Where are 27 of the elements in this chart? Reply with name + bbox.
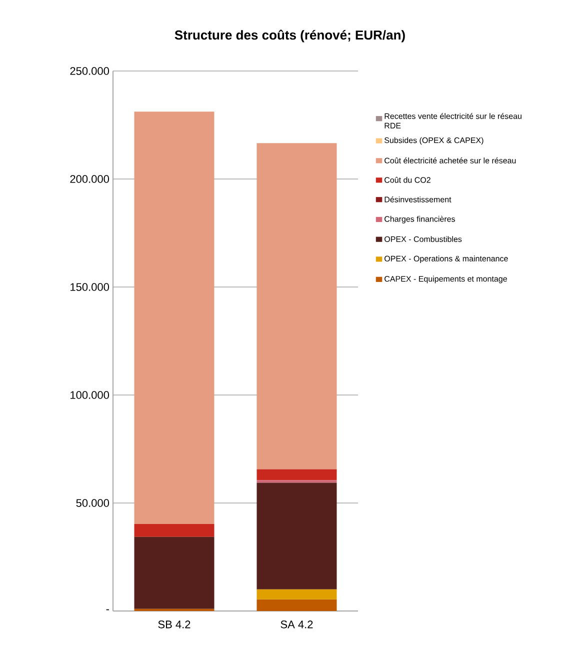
legend-label: Coût électricité achetée sur le réseau xyxy=(384,157,516,164)
y-tick-label: 150.000 xyxy=(70,283,110,291)
legend-label: Subsides (OPEX & CAPEX) xyxy=(384,137,484,145)
bar xyxy=(256,480,337,483)
bar xyxy=(134,112,214,524)
bar xyxy=(256,482,337,590)
y-tick-label: 50.000 xyxy=(76,499,110,507)
bar xyxy=(134,524,214,537)
legend-label: OPEX - Operations & maintenance xyxy=(384,256,508,264)
chart-title: Structure des coûts (rénové; EUR/an) xyxy=(174,30,405,42)
legend-label: Charges financières xyxy=(384,216,455,224)
y-tick-label: 100.000 xyxy=(70,391,110,399)
bar xyxy=(256,589,337,600)
x-tick-label: SB 4.2 xyxy=(158,620,190,628)
legend-label: Coût du CO2 xyxy=(384,176,430,183)
x-tick-label: SA 4.2 xyxy=(280,620,313,628)
legend-label: Désinvestissement xyxy=(384,196,452,202)
legend-label: OPEX - Combustibles xyxy=(384,236,462,242)
bar xyxy=(256,469,337,480)
bar xyxy=(134,536,214,609)
legend-label: CAPEX - Equipements et montage xyxy=(384,276,507,284)
y-tick-label: - xyxy=(106,609,109,610)
y-tick-label: 200.000 xyxy=(70,175,110,183)
bar xyxy=(256,143,337,470)
bar xyxy=(256,599,337,611)
legend-label: Recettes vente électricité sur le réseau RDE xyxy=(384,113,522,128)
y-tick-label: 250.000 xyxy=(70,67,110,75)
